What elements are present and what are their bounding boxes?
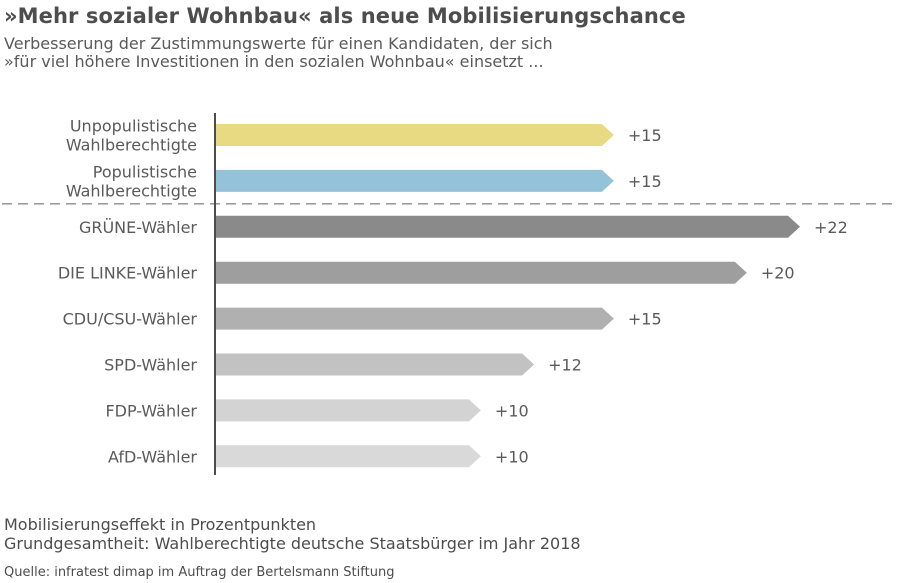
category-label-4: CDU/CSU-Wähler — [63, 310, 198, 329]
category-label-0-line-1: Wahlberechtigte — [66, 136, 197, 155]
category-label-7: AfD-Wähler — [108, 447, 197, 466]
subtitle-line-1: Verbesserung der Zustimmungswerte für ei… — [4, 34, 553, 53]
category-label-2: GRÜNE-Wähler — [79, 218, 197, 237]
bar-3 — [215, 261, 747, 284]
category-label-0-line-0: Unpopulistische — [70, 117, 197, 136]
source-note: Quelle: infratest dimap im Auftrag der B… — [4, 565, 395, 580]
note-population: Grundgesamtheit: Wahlberechtigte deutsch… — [4, 534, 581, 553]
bar-4 — [215, 307, 614, 330]
subtitle-line-2: »für viel höhere Investitionen in den so… — [4, 52, 544, 71]
bar-2 — [215, 215, 800, 238]
value-label-5: +12 — [548, 356, 582, 375]
bar-7 — [215, 445, 481, 468]
value-label-4: +15 — [628, 310, 662, 329]
value-label-0: +15 — [628, 126, 662, 145]
value-label-7: +10 — [495, 447, 529, 466]
category-label-1-line-1: Wahlberechtigte — [66, 181, 197, 200]
chart-subtitle: Verbesserung der Zustimmungswerte für ei… — [4, 35, 553, 71]
bar-0 — [215, 124, 614, 146]
chart-notes: Mobilisierungseffekt in Prozentpunkten G… — [4, 515, 581, 553]
bar-6 — [215, 399, 481, 422]
value-label-6: +10 — [495, 401, 529, 420]
value-label-1: +15 — [628, 172, 662, 191]
category-label-3: DIE LINKE-Wähler — [58, 264, 198, 283]
category-label-5: SPD-Wähler — [104, 356, 197, 375]
value-label-3: +20 — [761, 264, 795, 283]
bar-1 — [215, 169, 614, 192]
category-label-6: FDP-Wähler — [105, 401, 197, 420]
chart-title: »Mehr sozialer Wohnbau« als neue Mobilis… — [4, 4, 686, 28]
note-unit: Mobilisierungseffekt in Prozentpunkten — [4, 515, 317, 534]
value-label-2: +22 — [814, 218, 848, 237]
category-label-1-line-0: Populistische — [93, 162, 197, 181]
bar-5 — [215, 353, 535, 376]
